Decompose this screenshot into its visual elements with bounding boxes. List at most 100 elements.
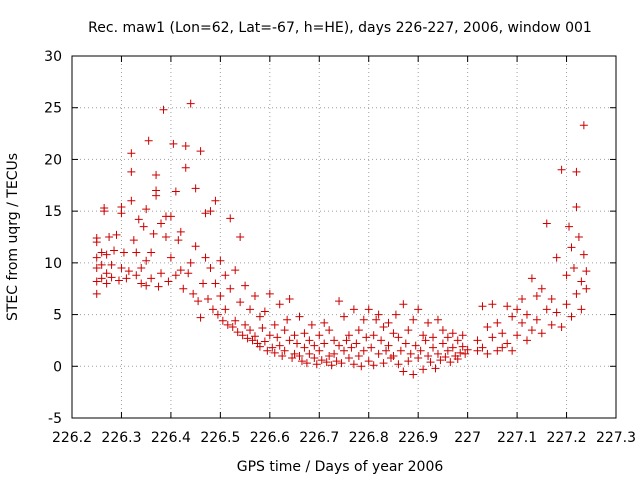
data-point — [139, 222, 148, 231]
data-point — [288, 354, 297, 363]
data-point — [204, 295, 212, 304]
data-point — [394, 333, 403, 342]
data-point — [280, 346, 289, 355]
data-point — [327, 361, 336, 370]
data-point — [394, 360, 403, 369]
data-point — [97, 274, 106, 283]
data-point — [250, 291, 259, 300]
data-point — [236, 233, 245, 241]
data-point — [122, 274, 131, 283]
data-point — [206, 264, 215, 273]
data-point — [382, 346, 391, 355]
data-point — [419, 331, 428, 340]
data-point — [562, 300, 571, 309]
x-tick-label: 227 — [454, 430, 481, 446]
data-point — [129, 236, 138, 245]
data-point — [290, 349, 299, 358]
data-point — [221, 271, 230, 280]
y-tick-label: 20 — [44, 152, 62, 168]
data-point — [231, 266, 240, 275]
data-point — [102, 269, 111, 278]
data-point — [295, 312, 304, 321]
data-point — [191, 184, 200, 193]
data-point — [260, 307, 269, 316]
y-tick-label: 0 — [53, 359, 62, 375]
data-point — [258, 324, 267, 333]
data-point — [302, 359, 311, 368]
data-point — [275, 341, 284, 350]
data-point — [92, 264, 101, 273]
data-point — [436, 356, 445, 365]
data-point — [438, 326, 447, 335]
data-point — [238, 331, 247, 340]
data-point — [379, 359, 388, 368]
data-point — [458, 342, 467, 351]
data-point — [572, 289, 581, 298]
data-point — [384, 341, 393, 350]
data-point — [372, 315, 381, 324]
data-point — [300, 329, 309, 338]
data-point — [226, 284, 235, 293]
data-point — [127, 196, 136, 205]
data-point — [297, 357, 306, 366]
data-point — [119, 248, 128, 257]
data-point — [401, 339, 410, 348]
data-point — [241, 281, 250, 290]
x-tick-label: 227.1 — [497, 430, 537, 446]
data-point — [194, 297, 203, 306]
data-point — [424, 351, 433, 360]
data-point — [483, 349, 492, 358]
data-point — [273, 333, 282, 342]
data-point — [186, 99, 195, 108]
data-point — [443, 346, 452, 355]
data-point — [357, 362, 366, 371]
data-point — [132, 248, 141, 257]
x-tick-label: 227.2 — [546, 430, 586, 446]
data-point — [426, 358, 435, 367]
data-points — [92, 99, 591, 379]
data-point — [315, 331, 324, 340]
data-point — [409, 315, 418, 324]
axis-ticks: 226.2 226.3 226.4 226.5 226.6 226.7 226.8 226.9… — [44, 49, 636, 446]
data-point — [508, 346, 517, 355]
x-tick-label: 226.3 — [101, 430, 141, 446]
data-point — [567, 243, 576, 252]
data-point — [216, 291, 225, 300]
data-point — [513, 331, 522, 340]
data-point — [211, 196, 220, 205]
data-point — [171, 187, 180, 196]
data-point — [335, 297, 344, 306]
data-point — [265, 289, 274, 298]
data-point — [186, 258, 195, 267]
data-point — [285, 336, 294, 345]
data-point — [171, 271, 180, 280]
data-point — [537, 329, 546, 338]
data-point — [142, 281, 151, 290]
data-point — [255, 342, 264, 351]
data-point — [379, 322, 388, 331]
data-point — [389, 329, 398, 338]
data-point — [216, 256, 225, 265]
y-tick-label: -5 — [48, 411, 62, 427]
data-point — [508, 312, 517, 321]
data-point — [157, 219, 166, 228]
data-point — [263, 346, 272, 355]
data-point — [364, 357, 373, 366]
data-point — [102, 250, 111, 259]
data-point — [461, 349, 470, 358]
x-tick-label: 226.7 — [299, 430, 339, 446]
data-point — [213, 310, 222, 319]
data-point — [503, 339, 512, 348]
data-point — [320, 318, 329, 327]
data-point — [152, 186, 161, 195]
data-point — [349, 360, 358, 369]
data-point — [441, 352, 450, 361]
data-point — [513, 305, 522, 314]
data-point — [542, 219, 551, 228]
data-point — [562, 271, 571, 280]
data-point — [246, 305, 255, 314]
data-point — [325, 326, 334, 335]
data-point — [218, 316, 227, 325]
data-point — [169, 139, 178, 148]
data-point — [92, 234, 101, 243]
